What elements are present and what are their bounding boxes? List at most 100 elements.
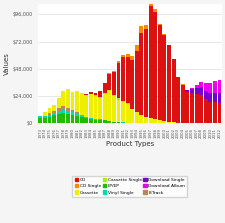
Bar <box>52 113 56 116</box>
Bar <box>184 92 189 123</box>
Bar <box>162 34 166 35</box>
Bar <box>38 116 42 118</box>
Bar <box>153 9 156 12</box>
Bar <box>111 95 115 96</box>
Bar <box>84 118 88 123</box>
Bar <box>125 104 129 123</box>
Bar <box>98 97 101 98</box>
Bar <box>130 60 134 109</box>
Bar <box>198 87 202 95</box>
Bar <box>66 108 70 111</box>
Bar <box>217 93 220 103</box>
Bar <box>61 113 65 123</box>
Bar <box>157 120 161 123</box>
Bar <box>148 3 152 6</box>
Bar <box>52 111 56 113</box>
Bar <box>102 83 106 93</box>
Bar <box>56 114 61 123</box>
Bar <box>89 119 92 123</box>
Bar <box>207 102 211 123</box>
Bar <box>47 108 51 113</box>
Bar <box>189 89 193 93</box>
Bar <box>184 91 189 92</box>
Bar <box>98 98 101 119</box>
Bar <box>143 117 147 123</box>
Bar <box>93 95 97 96</box>
Bar <box>93 93 97 95</box>
Bar <box>107 90 111 91</box>
Bar <box>52 105 56 111</box>
Bar <box>66 114 70 123</box>
Bar <box>89 92 92 94</box>
Bar <box>66 89 70 108</box>
Bar <box>89 94 92 118</box>
Bar <box>116 63 120 98</box>
Bar <box>111 71 115 72</box>
Bar <box>61 106 65 110</box>
Bar <box>47 117 51 123</box>
Bar <box>79 116 83 117</box>
Bar <box>98 91 101 97</box>
Bar <box>171 122 175 123</box>
Bar <box>93 119 97 120</box>
Bar <box>107 121 111 123</box>
Bar <box>43 112 47 116</box>
Bar <box>143 29 147 117</box>
Bar <box>66 111 70 114</box>
Bar <box>184 90 189 91</box>
Bar <box>116 99 120 122</box>
Bar <box>171 59 175 122</box>
Bar <box>75 116 79 123</box>
Bar <box>38 118 42 123</box>
Bar <box>134 112 138 123</box>
Bar <box>189 88 193 89</box>
Bar <box>125 57 129 103</box>
Bar <box>134 45 138 51</box>
Y-axis label: Values: Values <box>4 52 10 75</box>
Bar <box>194 88 198 94</box>
Bar <box>70 92 74 110</box>
Bar <box>116 98 120 99</box>
Bar <box>61 110 65 113</box>
Bar <box>93 120 97 123</box>
Bar <box>75 112 79 114</box>
Bar <box>107 91 111 121</box>
Bar <box>102 120 106 123</box>
Bar <box>130 109 134 123</box>
Bar <box>43 118 47 123</box>
Bar <box>180 85 184 123</box>
Bar <box>212 81 216 93</box>
Bar <box>121 102 124 122</box>
Bar <box>93 96 97 119</box>
Bar <box>111 72 115 95</box>
Bar <box>84 117 88 118</box>
Bar <box>70 115 74 123</box>
Bar <box>153 119 156 123</box>
Bar <box>111 96 115 122</box>
Bar <box>102 94 106 120</box>
Bar <box>194 94 198 123</box>
Bar <box>203 91 207 99</box>
Bar <box>56 111 61 114</box>
Bar <box>98 119 101 120</box>
Bar <box>139 33 143 115</box>
Bar <box>134 51 138 112</box>
Bar <box>47 113 51 115</box>
Bar <box>75 114 79 116</box>
Legend: CD, CD Single, Cassette, Cassette Single, LP/EP, Vinyl Single, Download Single, : CD, CD Single, Cassette, Cassette Single… <box>72 176 187 197</box>
Bar <box>70 110 74 112</box>
Bar <box>194 85 198 88</box>
Bar <box>153 12 156 119</box>
Bar <box>176 77 179 123</box>
Bar <box>217 103 220 123</box>
Bar <box>207 83 211 93</box>
Bar <box>203 83 207 91</box>
Bar <box>61 91 65 106</box>
X-axis label: Product Types: Product Types <box>105 141 153 147</box>
Bar <box>102 93 106 94</box>
Bar <box>166 45 170 122</box>
Bar <box>212 102 216 123</box>
Bar <box>180 84 184 85</box>
Bar <box>107 74 111 90</box>
Bar <box>107 73 111 74</box>
